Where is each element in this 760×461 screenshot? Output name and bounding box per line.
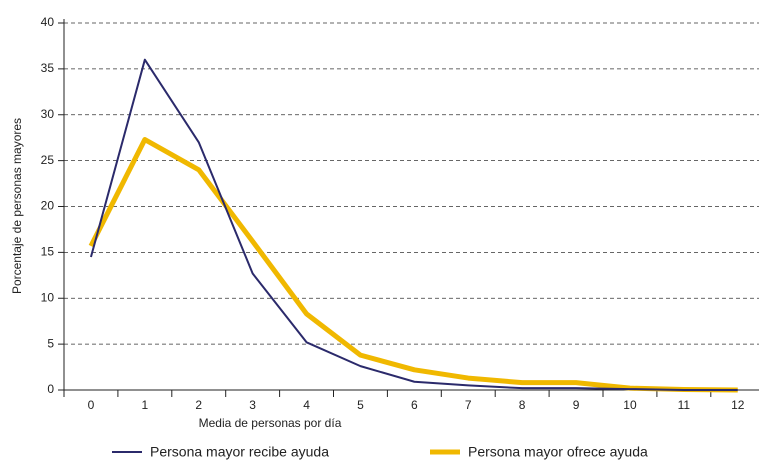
- x-tick-label: 10: [623, 398, 637, 412]
- y-tick-label: 40: [41, 15, 55, 29]
- x-axis-label: Media de personas por día: [199, 416, 342, 430]
- series-line: [89, 58, 738, 391]
- y-tick-label: 20: [41, 199, 55, 213]
- y-axis-label: Porcentaje de personas mayores: [10, 118, 24, 294]
- y-tick-label: 5: [47, 336, 54, 350]
- x-tick-label: 7: [465, 398, 472, 412]
- x-tick-label: 5: [357, 398, 364, 412]
- legend-label: Persona mayor ofrece ayuda: [468, 444, 648, 460]
- x-tick-label: 9: [573, 398, 580, 412]
- x-tick-label: 3: [249, 398, 256, 412]
- x-tick-label: 8: [519, 398, 526, 412]
- legend-label: Persona mayor recibe ayuda: [150, 444, 329, 460]
- x-tick-label: 12: [731, 398, 745, 412]
- y-tick-label: 10: [41, 290, 55, 304]
- x-tick-label: 2: [195, 398, 202, 412]
- x-tick-label: 4: [303, 398, 310, 412]
- y-tick-label: 35: [41, 61, 55, 75]
- series-line: [88, 137, 738, 393]
- y-tick-label: 30: [41, 107, 55, 121]
- x-tick-label: 0: [88, 398, 95, 412]
- x-tick-label: 1: [142, 398, 149, 412]
- x-tick-label: 11: [678, 398, 691, 412]
- y-tick-label: 0: [47, 382, 54, 396]
- y-tick-label: 15: [41, 245, 55, 259]
- x-tick-label: 6: [411, 398, 418, 412]
- y-tick-label: 25: [41, 153, 55, 167]
